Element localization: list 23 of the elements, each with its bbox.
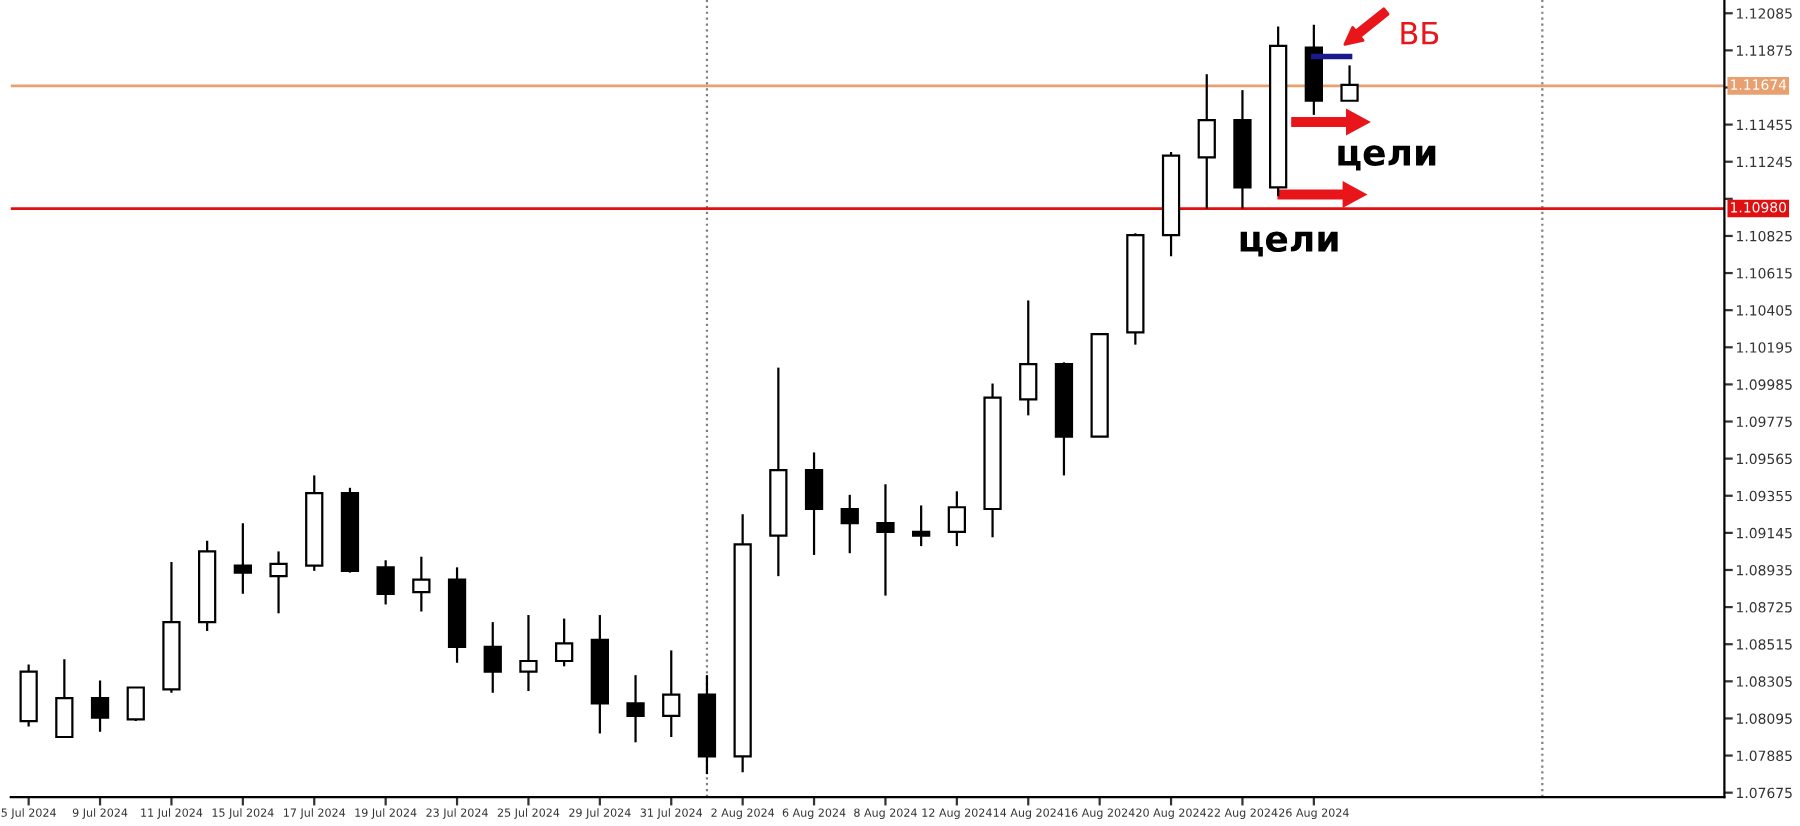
candlestick [55,658,74,739]
candlestick [1019,299,1038,417]
candlestick [947,490,966,548]
candlestick [269,550,288,615]
candlestick [662,649,681,739]
candlestick [626,674,645,744]
annotation: ВБ [1401,22,1439,45]
annotation: цели [1338,145,1436,171]
annotation: цели [1240,231,1338,257]
candlestick [376,559,395,606]
candlestick [1340,64,1359,102]
candlestick [483,621,502,694]
candlestick [912,504,931,548]
candlestick [804,451,824,557]
candlestick [1197,73,1216,210]
candlestick [876,483,895,597]
candlestick [840,493,859,555]
candlestick [126,686,145,723]
candlestick [555,617,574,668]
candlestick [412,555,431,613]
candlestick [90,679,110,733]
candlestick [519,613,538,693]
candlestick [233,522,252,595]
